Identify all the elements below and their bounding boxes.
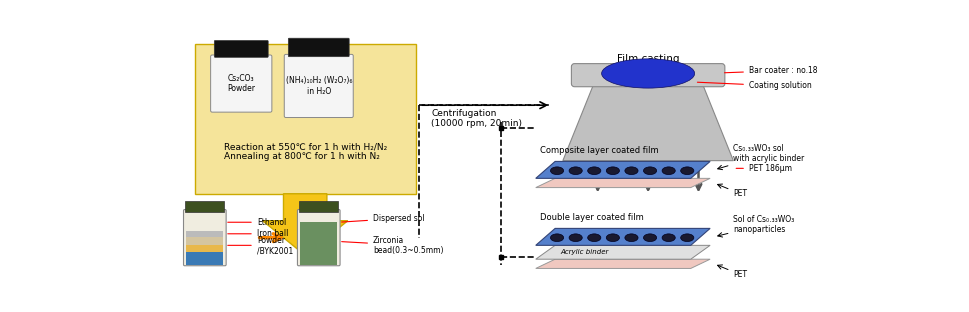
Text: Iron ball: Iron ball (228, 229, 288, 238)
FancyBboxPatch shape (572, 64, 725, 87)
Bar (186, 252, 224, 265)
Polygon shape (536, 245, 710, 259)
Text: Film casting: Film casting (617, 54, 679, 64)
Ellipse shape (550, 167, 564, 175)
Text: Bar coater : no.18: Bar coater : no.18 (725, 66, 818, 75)
Text: Sol of Cs₀.₃₃WO₃
nanoparticles: Sol of Cs₀.₃₃WO₃ nanoparticles (718, 215, 795, 237)
Text: PET 186μm: PET 186μm (736, 164, 792, 173)
Text: Coating solution: Coating solution (698, 81, 812, 90)
Polygon shape (263, 194, 348, 255)
Ellipse shape (662, 234, 675, 241)
FancyBboxPatch shape (297, 210, 340, 266)
Text: Cs₂CO₃
Powder: Cs₂CO₃ Powder (228, 74, 255, 93)
Text: Centrifugation
(10000 rpm, 20min): Centrifugation (10000 rpm, 20min) (431, 109, 522, 128)
Ellipse shape (550, 234, 564, 241)
Polygon shape (536, 178, 710, 188)
Bar (299, 202, 338, 212)
Text: Powder
/BYK2001: Powder /BYK2001 (228, 236, 293, 255)
Text: Double layer coated film: Double layer coated film (540, 213, 643, 222)
Ellipse shape (680, 167, 694, 175)
Text: Composite layer coated film: Composite layer coated film (540, 146, 658, 155)
Ellipse shape (569, 234, 582, 241)
Bar (185, 202, 224, 212)
FancyBboxPatch shape (214, 41, 268, 57)
Ellipse shape (587, 167, 601, 175)
Text: Cs₀.₃₃WO₃ sol
with acrylic binder: Cs₀.₃₃WO₃ sol with acrylic binder (718, 144, 804, 170)
Polygon shape (536, 161, 710, 178)
Text: Ethanol: Ethanol (228, 218, 286, 227)
Ellipse shape (643, 234, 657, 241)
Bar (186, 245, 224, 252)
Bar (186, 237, 224, 245)
Text: (NH₄)₁₀H₂ (W₂O₇)₆
in H₂O: (NH₄)₁₀H₂ (W₂O₇)₆ in H₂O (286, 76, 352, 96)
Bar (186, 231, 224, 237)
Polygon shape (536, 259, 710, 268)
Polygon shape (563, 84, 734, 161)
Ellipse shape (625, 234, 638, 241)
Ellipse shape (607, 167, 619, 175)
Ellipse shape (587, 234, 601, 241)
Text: Dispersed sol: Dispersed sol (342, 214, 424, 223)
FancyBboxPatch shape (289, 38, 349, 57)
Ellipse shape (625, 167, 638, 175)
Text: Reaction at 550℃ for 1 h with H₂/N₂
Annealing at 800℃ for 1 h with N₂: Reaction at 550℃ for 1 h with H₂/N₂ Anne… (224, 142, 387, 161)
Ellipse shape (643, 167, 657, 175)
Text: PET: PET (718, 265, 747, 279)
Bar (300, 222, 337, 265)
Polygon shape (536, 228, 710, 245)
Bar (195, 44, 416, 194)
FancyBboxPatch shape (210, 55, 272, 112)
FancyBboxPatch shape (183, 210, 226, 266)
Text: Zirconia
bead(0.3~0.5mm): Zirconia bead(0.3~0.5mm) (342, 236, 444, 255)
Ellipse shape (602, 59, 695, 88)
FancyBboxPatch shape (284, 54, 354, 118)
Ellipse shape (569, 167, 582, 175)
Ellipse shape (662, 167, 675, 175)
Text: Acrylic binder: Acrylic binder (560, 249, 609, 255)
Ellipse shape (607, 234, 619, 241)
Ellipse shape (680, 234, 694, 241)
Text: PET: PET (718, 184, 747, 198)
